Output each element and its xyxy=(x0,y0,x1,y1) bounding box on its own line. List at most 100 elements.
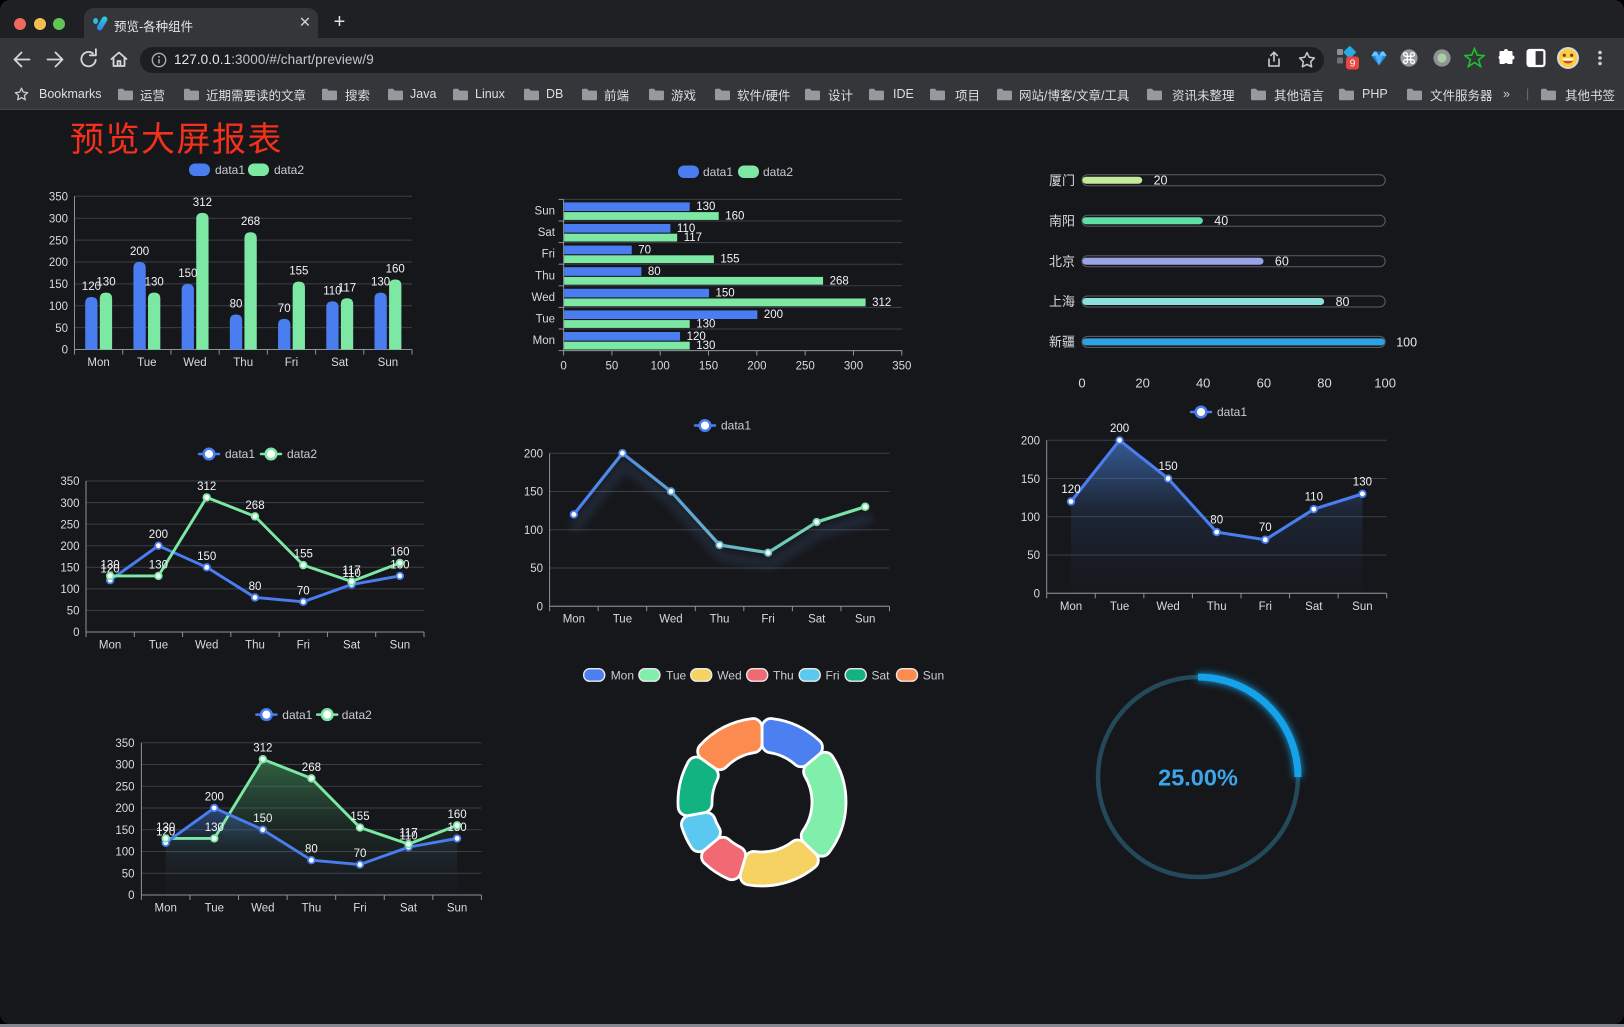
svg-text:130: 130 xyxy=(149,559,168,571)
svg-text:130: 130 xyxy=(696,340,715,352)
svg-text:268: 268 xyxy=(241,216,260,228)
svg-text:data2: data2 xyxy=(274,163,304,177)
svg-text:Wed: Wed xyxy=(532,292,555,304)
svg-text:70: 70 xyxy=(297,585,310,597)
svg-text:Fri: Fri xyxy=(826,668,840,682)
svg-text:117: 117 xyxy=(338,282,356,294)
svg-text:110: 110 xyxy=(342,568,360,580)
svg-text:300: 300 xyxy=(49,213,68,225)
svg-text:厦门: 厦门 xyxy=(1049,173,1075,188)
svg-text:Thu: Thu xyxy=(773,668,794,682)
svg-text:Sun: Sun xyxy=(1352,601,1372,613)
svg-text:Fri: Fri xyxy=(285,357,298,369)
svg-text:0: 0 xyxy=(1034,589,1040,601)
svg-text:Sat: Sat xyxy=(808,614,826,626)
svg-text:200: 200 xyxy=(524,448,543,460)
svg-text:Thu: Thu xyxy=(301,903,321,915)
svg-text:80: 80 xyxy=(1317,376,1331,391)
svg-text:20: 20 xyxy=(1154,174,1168,188)
svg-text:200: 200 xyxy=(60,541,79,553)
svg-text:130: 130 xyxy=(156,822,175,834)
svg-text:110: 110 xyxy=(399,831,417,843)
svg-text:Thu: Thu xyxy=(1207,601,1227,613)
svg-text:160: 160 xyxy=(448,809,467,821)
svg-text:300: 300 xyxy=(60,498,79,510)
svg-text:Fri: Fri xyxy=(1259,601,1272,613)
svg-text:100: 100 xyxy=(1021,512,1040,524)
svg-text:80: 80 xyxy=(1210,515,1223,527)
svg-text:250: 250 xyxy=(115,781,134,793)
svg-text:Wed: Wed xyxy=(1156,601,1179,613)
svg-text:150: 150 xyxy=(115,825,134,837)
svg-text:350: 350 xyxy=(115,738,134,750)
svg-text:130: 130 xyxy=(96,277,115,289)
svg-text:350: 350 xyxy=(49,192,68,204)
svg-text:130: 130 xyxy=(1353,476,1372,488)
svg-text:Sat: Sat xyxy=(538,227,556,239)
svg-text:0: 0 xyxy=(1078,376,1085,391)
svg-text:Mon: Mon xyxy=(87,357,109,369)
svg-text:Mon: Mon xyxy=(563,614,585,626)
svg-text:200: 200 xyxy=(130,246,149,258)
svg-text:新疆: 新疆 xyxy=(1049,335,1075,350)
svg-text:312: 312 xyxy=(193,197,212,209)
svg-text:70: 70 xyxy=(638,244,651,256)
svg-text:Tue: Tue xyxy=(205,903,224,915)
svg-text:268: 268 xyxy=(245,500,264,512)
svg-text:0: 0 xyxy=(560,361,566,373)
svg-text:Sat: Sat xyxy=(400,903,418,915)
svg-text:40: 40 xyxy=(1196,376,1210,391)
svg-text:Thu: Thu xyxy=(245,640,265,652)
svg-text:155: 155 xyxy=(720,254,739,266)
svg-text:data1: data1 xyxy=(721,419,751,433)
svg-text:130: 130 xyxy=(205,822,224,834)
svg-text:100: 100 xyxy=(1396,335,1417,349)
svg-text:70: 70 xyxy=(278,303,291,315)
svg-text:200: 200 xyxy=(747,361,766,373)
svg-text:Sun: Sun xyxy=(923,668,944,682)
svg-text:130: 130 xyxy=(371,277,390,289)
svg-text:Tue: Tue xyxy=(137,357,156,369)
svg-text:Tue: Tue xyxy=(149,640,168,652)
svg-text:150: 150 xyxy=(49,279,68,291)
svg-text:150: 150 xyxy=(197,551,216,563)
svg-text:上海: 上海 xyxy=(1049,294,1075,309)
svg-text:155: 155 xyxy=(289,266,308,278)
svg-text:200: 200 xyxy=(149,529,168,541)
svg-text:data2: data2 xyxy=(287,447,317,461)
svg-text:250: 250 xyxy=(796,361,815,373)
svg-text:100: 100 xyxy=(115,847,134,859)
svg-text:200: 200 xyxy=(49,257,68,269)
svg-text:Fri: Fri xyxy=(761,614,774,626)
svg-text:120: 120 xyxy=(82,281,101,293)
svg-text:80: 80 xyxy=(249,581,262,593)
svg-text:60: 60 xyxy=(1257,376,1271,391)
svg-text:117: 117 xyxy=(399,828,417,840)
svg-text:Fri: Fri xyxy=(542,249,555,261)
svg-text:Thu: Thu xyxy=(535,270,555,282)
svg-text:350: 350 xyxy=(892,361,911,373)
svg-text:300: 300 xyxy=(115,760,134,772)
svg-text:Thu: Thu xyxy=(710,614,730,626)
svg-text:Sat: Sat xyxy=(1305,601,1323,613)
svg-text:Wed: Wed xyxy=(717,668,741,682)
svg-text:150: 150 xyxy=(524,487,543,499)
svg-text:Fri: Fri xyxy=(353,903,366,915)
svg-text:Tue: Tue xyxy=(536,314,555,326)
svg-text:100: 100 xyxy=(49,301,68,313)
svg-text:150: 150 xyxy=(699,361,718,373)
svg-text:150: 150 xyxy=(178,268,197,280)
svg-text:Mon: Mon xyxy=(155,903,177,915)
svg-text:50: 50 xyxy=(606,361,619,373)
svg-text:120: 120 xyxy=(687,331,706,343)
svg-text:data1: data1 xyxy=(282,708,312,722)
svg-text:350: 350 xyxy=(60,476,79,488)
svg-text:200: 200 xyxy=(764,309,783,321)
svg-text:Wed: Wed xyxy=(195,640,218,652)
svg-text:20: 20 xyxy=(1135,376,1149,391)
svg-text:0: 0 xyxy=(128,890,134,902)
svg-text:data2: data2 xyxy=(342,708,372,722)
svg-text:150: 150 xyxy=(1159,461,1178,473)
svg-text:Mon: Mon xyxy=(533,335,555,347)
svg-text:Fri: Fri xyxy=(297,640,310,652)
